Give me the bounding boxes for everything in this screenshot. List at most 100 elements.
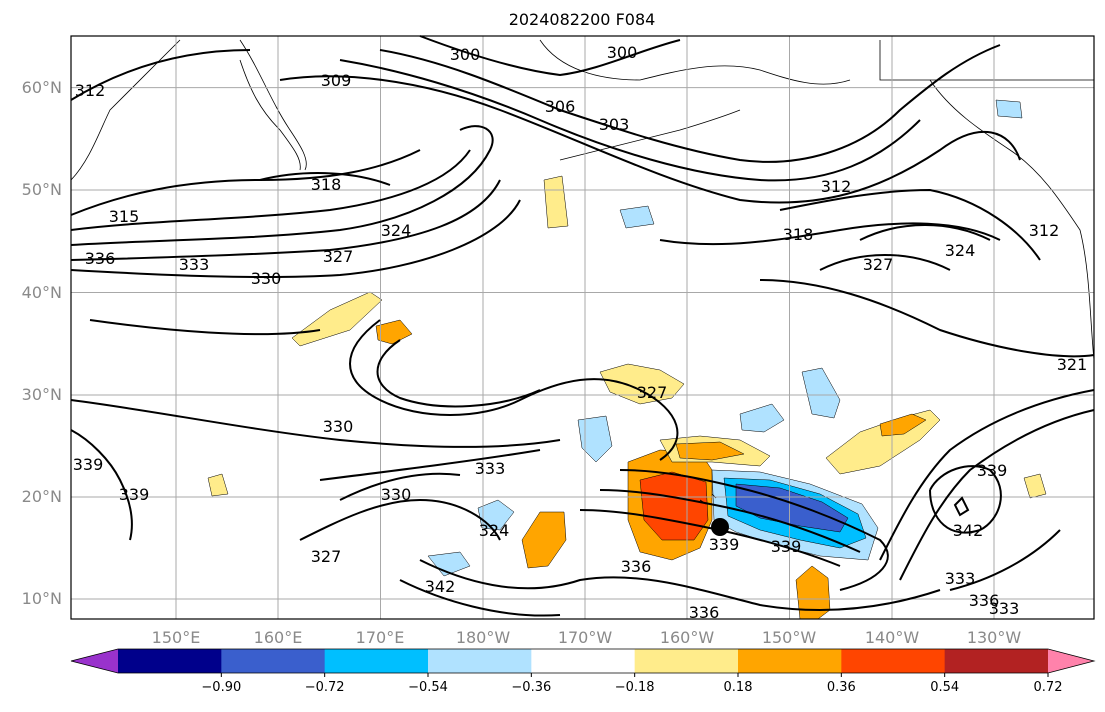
shade-blue-g <box>995 99 1023 119</box>
contour-label: 324 <box>479 521 510 540</box>
lon-label: 180°W <box>456 628 511 647</box>
contour-label: 312 <box>75 81 106 100</box>
height-contours <box>70 35 1095 617</box>
colorbar-segment <box>738 649 842 673</box>
shade-orange-west <box>521 511 567 569</box>
contour-west-330 <box>339 472 461 501</box>
contour-label: 327 <box>637 383 668 402</box>
contour-label: 315 <box>109 207 140 226</box>
contour-318 <box>259 172 1001 246</box>
contour-label: 303 <box>599 115 630 134</box>
colorbar-segment <box>428 649 532 673</box>
latitude-labels: 60°N 50°N 40°N 30°N 20°N 10°N <box>22 78 62 608</box>
contour-labels: 300 300 312 309 306 303 318 315 336 333 … <box>73 43 1088 622</box>
graticule <box>71 36 1094 619</box>
colorbar: −0.90 −0.72 −0.54 −0.36 −0.18 0.18 0.36 0.54 0.7… <box>70 648 1096 695</box>
map-title: 2024082200 F084 <box>509 10 656 29</box>
contour-321 <box>70 149 1095 358</box>
contour-306 <box>339 59 921 182</box>
contour-loop-b <box>376 339 541 408</box>
colorbar-outline <box>70 648 1096 674</box>
shade-blue-f <box>619 205 655 229</box>
colorbar-segment <box>841 649 946 673</box>
contour-west-339 <box>70 429 133 541</box>
contour-label: 312 <box>1029 221 1060 240</box>
contour-label: 333 <box>179 255 210 274</box>
contour-label: 306 <box>545 97 576 116</box>
contour-312 <box>70 49 1041 261</box>
contour-label: 336 <box>969 591 1000 610</box>
contour-west-327 <box>299 498 501 541</box>
colorbar-segment <box>324 649 429 673</box>
lon-label: 160°E <box>254 628 303 647</box>
shade-yellow-g <box>375 319 413 345</box>
colorbar-segment <box>531 649 636 673</box>
colorbar-tick-label: 0.54 <box>930 680 959 695</box>
contour-label: 339 <box>771 537 802 556</box>
contour-label: 342 <box>425 577 456 596</box>
contour-label: 336 <box>689 603 720 622</box>
coast-aleutians <box>559 109 741 161</box>
shade-orange-north <box>675 441 745 461</box>
shade-blue-c <box>739 403 785 433</box>
longitude-labels: 150°E 160°E 170°E 180°W 170°W 160°W 150°… <box>152 628 1022 647</box>
colorbar-tick-label: −0.72 <box>305 680 345 695</box>
contour-label: 330 <box>251 269 282 288</box>
contour-label: 333 <box>989 599 1020 618</box>
contour-label: 330 <box>323 417 354 436</box>
contour-east-loop-inner <box>953 496 970 517</box>
shade-yellow-subtrop <box>599 363 685 405</box>
contour-333 <box>89 319 541 481</box>
contour-label: 300 <box>450 45 481 64</box>
colorbar-segment <box>118 649 222 673</box>
contour-label: 321 <box>1057 355 1088 374</box>
contour-hawaii-1 <box>619 469 889 591</box>
colorbar-tick-label: −0.18 <box>615 680 655 695</box>
lon-label: 150°W <box>762 628 817 647</box>
colorbar-tick-label: −0.36 <box>511 680 551 695</box>
contour-label: 327 <box>323 247 354 266</box>
shade-blue-a <box>577 415 613 463</box>
lon-label: 160°W <box>660 628 715 647</box>
contour-loop-a <box>349 319 679 461</box>
shade-royalblue-band <box>735 483 849 533</box>
contour-label: 330 <box>381 485 412 504</box>
contour-336-south <box>419 559 941 611</box>
contour-label: 339 <box>73 455 104 474</box>
shade-yellow-h <box>207 473 229 497</box>
contour-label: 336 <box>85 249 116 268</box>
contour-label: 318 <box>783 225 814 244</box>
lat-label: 50°N <box>22 180 62 199</box>
lon-label: 170°E <box>356 628 405 647</box>
colorbar-tick-label: 0.18 <box>724 680 753 695</box>
lat-label: 30°N <box>22 385 62 404</box>
lat-label: 20°N <box>22 487 62 506</box>
storm-center-marker <box>711 518 729 536</box>
contour-324 <box>70 125 991 246</box>
contour-309 <box>279 75 1021 204</box>
lon-label: 170°W <box>558 628 613 647</box>
contour-label: 312 <box>821 177 852 196</box>
shade-yellow-f <box>543 175 569 229</box>
contour-label: 300 <box>607 43 638 62</box>
contour-east-loop <box>929 465 1002 534</box>
contour-east-ridge <box>879 389 1095 561</box>
colorbar-tick-label: 0.72 <box>1034 680 1063 695</box>
coast-asia <box>70 39 307 181</box>
lat-label: 40°N <box>22 283 62 302</box>
contour-label: 333 <box>475 459 506 478</box>
contour-330 <box>70 199 561 448</box>
contour-label: 342 <box>953 521 984 540</box>
colorbar-segment <box>944 649 1049 673</box>
contour-hawaii-3 <box>579 509 841 567</box>
colorbar-tick-label: −0.90 <box>201 680 241 695</box>
shade-red-core <box>639 471 709 541</box>
contour-label: 327 <box>863 255 894 274</box>
colorbar-tick-label: 0.36 <box>827 680 856 695</box>
lon-label: 150°E <box>152 628 201 647</box>
shade-yellow-i <box>1023 473 1047 499</box>
contour-label: 336 <box>621 557 652 576</box>
contour-label: 324 <box>945 241 976 260</box>
shade-blue-b <box>801 367 841 419</box>
